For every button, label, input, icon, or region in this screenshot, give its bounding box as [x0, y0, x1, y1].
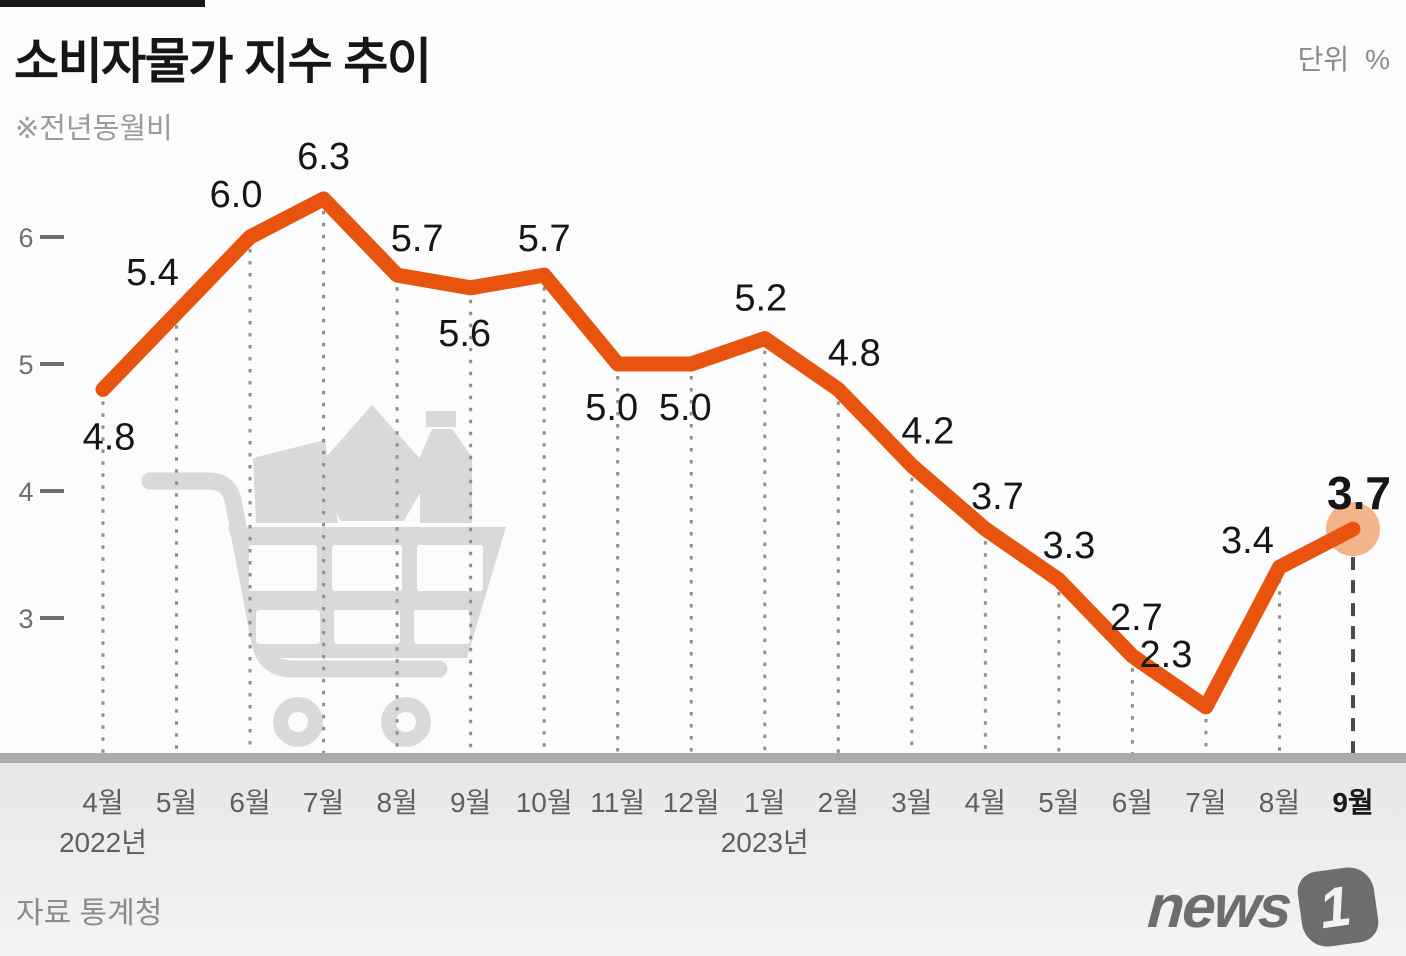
x-axis-bar	[0, 753, 1406, 763]
data-label: 5.6	[438, 313, 491, 355]
x-axis-month-label: 5월	[1038, 787, 1079, 818]
data-label: 3.3	[1042, 525, 1095, 567]
x-axis-month-label: 7월	[303, 787, 344, 818]
y-axis-tick-label: 3	[18, 604, 33, 634]
data-label: 3.7	[971, 476, 1024, 518]
x-axis-month-label: 1월	[744, 787, 785, 818]
x-axis-month-label: 4월	[82, 787, 123, 818]
x-axis-month-label: 12월	[663, 787, 720, 818]
x-axis-month-label: 7월	[1185, 787, 1226, 818]
trend-line	[95, 191, 1361, 715]
x-axis-year-label: 2022년	[59, 827, 147, 858]
x-axis-month-label: 10월	[516, 787, 573, 818]
page-title: 소비자물가 지수 추이	[14, 35, 432, 89]
x-axis-month-label: 9월	[1332, 787, 1373, 818]
data-label: 3.4	[1221, 520, 1274, 562]
news1-logo-text: news	[1145, 873, 1293, 940]
data-label: 5.7	[391, 218, 444, 260]
data-label: 5.0	[659, 387, 712, 429]
cart-item-box	[253, 440, 338, 523]
unit-value: %	[1365, 44, 1390, 75]
data-label: 5.4	[126, 252, 179, 294]
news1-logo-number: 1	[1315, 873, 1355, 941]
x-axis-month-label: 11월	[590, 787, 645, 818]
unit-label-text: 단위	[1297, 44, 1350, 75]
y-axis-tick-label: 6	[18, 223, 33, 253]
unit-label: 단위%	[1298, 38, 1390, 78]
x-axis-band	[0, 763, 1406, 956]
data-label: 3.7	[1327, 467, 1391, 519]
data-label: 4.2	[901, 411, 954, 453]
x-axis-month-label: 8월	[376, 787, 417, 818]
y-axis-tick-label: 5	[18, 350, 33, 380]
data-label: 4.8	[83, 416, 136, 458]
x-axis-month-label: 8월	[1259, 787, 1300, 818]
news1-logo-badge: 1	[1295, 864, 1381, 950]
x-axis-month-label: 2월	[818, 787, 859, 818]
cart-item-bag	[313, 405, 432, 521]
x-axis-month-label: 6월	[1112, 787, 1153, 818]
x-axis-year-label: 2023년	[721, 827, 809, 858]
x-axis-month-label: 4월	[965, 787, 1006, 818]
data-label: 2.3	[1140, 634, 1193, 676]
x-axis-month-label: 6월	[229, 787, 270, 818]
data-label: 5.0	[585, 387, 638, 429]
x-axis-month-label: 5월	[156, 787, 197, 818]
data-label: 5.7	[518, 218, 571, 260]
data-label: 5.2	[734, 278, 787, 320]
top-edge-artifact	[0, 0, 205, 7]
data-label: 6.3	[297, 136, 350, 178]
data-label: 6.0	[210, 174, 263, 216]
x-axis-month-label: 9월	[450, 787, 491, 818]
shopping-cart-watermark-icon	[141, 405, 506, 747]
news1-logo: news 1	[1145, 862, 1381, 952]
note-label: ※전년동월비	[15, 113, 173, 145]
cart-item-bottle	[420, 429, 472, 523]
y-axis-tick-label: 4	[18, 477, 33, 507]
x-axis-month-label: 3월	[891, 787, 932, 818]
cart-item-bottle-cap	[426, 411, 456, 427]
data-label: 2.7	[1110, 597, 1163, 639]
source-label: 자료 통계청	[16, 897, 163, 930]
data-label: 4.8	[828, 332, 881, 374]
